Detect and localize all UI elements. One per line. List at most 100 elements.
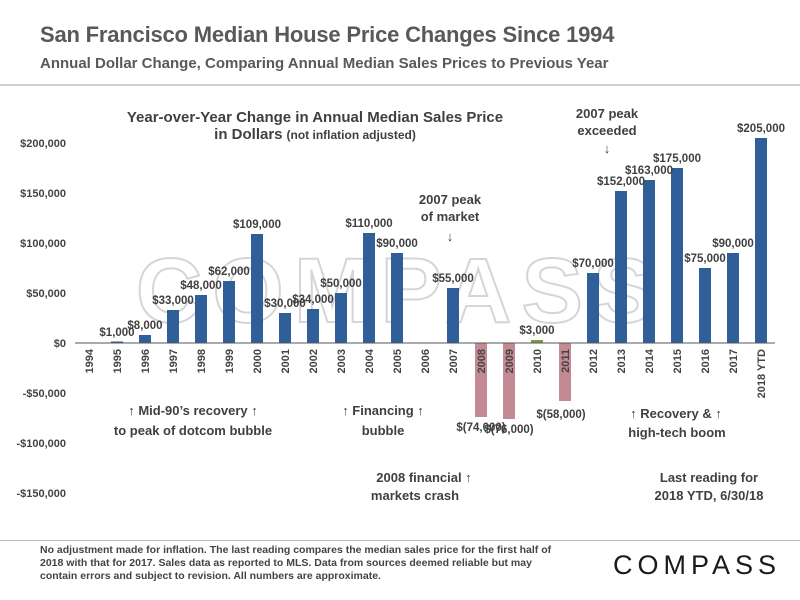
x-tick-label: 2018 YTD	[756, 349, 768, 398]
bar-2009	[503, 343, 515, 419]
data-label: $55,000	[432, 273, 474, 285]
data-label: $34,000	[292, 294, 334, 306]
page-title: San Francisco Median House Price Changes…	[40, 22, 615, 47]
data-label: $1,000	[99, 327, 134, 339]
x-tick-label: 1998	[196, 349, 208, 373]
bar-2016	[699, 268, 711, 343]
annotation-recovery-line1: ↑ Recovery & ↑	[630, 406, 722, 421]
annotation-last-reading-line1: Last reading for	[660, 470, 758, 485]
x-tick-label: 2010	[532, 349, 544, 373]
bar-2001	[279, 313, 291, 343]
data-label: $(58,000)	[536, 409, 585, 421]
header-divider	[0, 84, 800, 86]
footnote: No adjustment made for inflation. The la…	[40, 544, 552, 582]
x-tick-label: 1995	[112, 349, 124, 373]
bar-2012	[587, 273, 599, 343]
y-tick-label: $100,000	[20, 238, 66, 250]
x-tick-label: 1994	[84, 348, 96, 373]
bar-2018-ytd	[755, 138, 767, 343]
data-label: $8,000	[127, 320, 162, 332]
bar-2008	[475, 343, 487, 417]
x-tick-label: 2008	[476, 349, 488, 373]
x-tick-label: 1996	[140, 349, 152, 373]
bar-1997	[167, 310, 179, 343]
data-label: $90,000	[376, 238, 418, 250]
y-tick-label: $50,000	[26, 288, 66, 300]
x-tick-label: 2007	[448, 349, 460, 373]
chart-title-line2: in Dollars (not inflation adjusted)	[214, 126, 416, 143]
data-label: $48,000	[180, 280, 222, 292]
data-label: $75,000	[684, 253, 726, 265]
annotation-recovery-line2: high-tech boom	[628, 425, 726, 440]
annotations: ↑ Mid-90’s recovery ↑ to peak of dotcom …	[114, 106, 764, 503]
x-tick-label: 2004	[364, 348, 376, 373]
x-tick-label: 2005	[392, 349, 404, 373]
chart-title-note: (not inflation adjusted)	[287, 128, 416, 142]
data-label: $110,000	[345, 218, 392, 230]
annotation-mid90s-line1: ↑ Mid-90’s recovery ↑	[128, 403, 258, 418]
bar-1998	[195, 295, 207, 343]
annotation-financing-line1: ↑ Financing ↑	[342, 403, 424, 418]
data-label: $163,000	[625, 165, 673, 177]
bar-2010	[531, 340, 543, 343]
x-tick-label: 2002	[308, 349, 320, 373]
data-label: $(76,000)	[484, 424, 533, 436]
annotation-2007-peak-line1: 2007 peak	[419, 192, 482, 207]
annotation-crash-line2: markets crash	[371, 488, 459, 503]
y-tick-label: -$100,000	[16, 438, 66, 450]
annotation-mid90s-line2: to peak of dotcom bubble	[114, 423, 272, 438]
data-label: $(74,000)	[456, 422, 505, 434]
data-label: $33,000	[152, 295, 194, 307]
x-tick-label: 1999	[224, 349, 236, 373]
bar-2017	[727, 253, 739, 343]
data-label: $62,000	[208, 266, 250, 278]
annotation-crash-line1: 2008 financial ↑	[376, 470, 471, 485]
y-tick-label: $150,000	[20, 188, 66, 200]
x-tick-label: 2012	[588, 349, 600, 373]
annotation-2007-peak-line2: of market	[421, 209, 480, 224]
data-label: $30,000	[264, 298, 306, 310]
x-axis: 1994 1995 1996 1997 1998 1999 2000 2001 2002 2003…	[84, 348, 768, 398]
data-label: $70,000	[572, 258, 614, 270]
data-label: $90,000	[712, 238, 754, 250]
chart-title-line2-main: in Dollars	[214, 126, 282, 143]
bar-2015	[671, 168, 683, 343]
annotation-exceeded-arrow: ↓	[604, 141, 611, 156]
bars	[111, 138, 767, 419]
x-tick-label: 2009	[504, 349, 516, 373]
bar-2002	[307, 309, 319, 343]
data-label: $3,000	[519, 325, 554, 337]
annotation-financing-line2: bubble	[362, 423, 405, 438]
data-label: $205,000	[737, 123, 785, 135]
y-axis: $200,000 $150,000 $100,000 $50,000 $0 -$50,00…	[16, 138, 66, 500]
x-tick-label: 2014	[644, 348, 656, 373]
bar-2014	[643, 180, 655, 343]
page-subtitle: Annual Dollar Change, Comparing Annual M…	[40, 55, 609, 72]
y-tick-label: -$50,000	[23, 388, 66, 400]
y-tick-label: $200,000	[20, 138, 66, 150]
annotation-2007-peak-arrow: ↓	[447, 229, 454, 244]
bar-2011	[559, 343, 571, 401]
bar-2003	[335, 293, 347, 343]
data-label: $152,000	[597, 176, 645, 188]
bar-2000	[251, 234, 263, 343]
bar-2013	[615, 191, 627, 343]
bar-2004	[363, 233, 375, 343]
x-tick-label: 2001	[280, 349, 292, 373]
x-tick-label: 2006	[420, 349, 432, 373]
x-tick-label: 2013	[616, 349, 628, 373]
x-tick-label: 2015	[672, 349, 684, 373]
x-tick-label: 2003	[336, 349, 348, 373]
x-tick-label: 2016	[700, 349, 712, 373]
annotation-exceeded-line1: 2007 peak	[576, 106, 639, 121]
x-tick-label: 2017	[728, 349, 740, 373]
y-tick-label: $0	[54, 338, 66, 350]
bar-2007	[447, 288, 459, 343]
chart-title: Year-over-Year Change in Annual Median S…	[127, 109, 503, 126]
compass-logo: COMPASS	[613, 550, 782, 580]
data-label: $175,000	[653, 153, 701, 165]
x-tick-label: 2011	[560, 349, 572, 373]
bar-1999	[223, 281, 235, 343]
bar-1995	[111, 341, 123, 343]
